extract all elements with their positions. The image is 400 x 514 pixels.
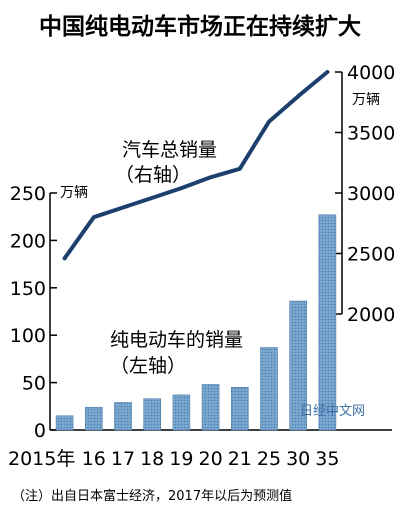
bar xyxy=(260,347,278,431)
x-tick-label: 18 xyxy=(140,448,164,470)
footnote: （注）出自日本富士经济，2017年以后为预测值 xyxy=(12,488,292,504)
bar xyxy=(231,387,249,431)
x-tick-label: 19 xyxy=(169,448,193,470)
right-tick-label: 2500 xyxy=(347,244,395,266)
x-tick-label: 17 xyxy=(111,448,135,470)
left-tick-label: 0 xyxy=(34,420,46,442)
labels: 汽车总销量 （右轴） 纯电动车的销量 （左轴） 日经中文网 xyxy=(110,139,365,419)
x-tick-label: 30 xyxy=(286,448,310,470)
bar xyxy=(85,406,103,431)
right-tick-label: 3500 xyxy=(347,123,395,145)
line-series-label-axis: （右轴） xyxy=(115,164,191,186)
right-tick-label: 4000 xyxy=(347,62,395,84)
left-tick-label: 50 xyxy=(22,373,46,395)
bar xyxy=(172,394,191,431)
watermark: 日经中文网 xyxy=(300,404,365,419)
x-tick-label: 25 xyxy=(257,448,281,470)
bar xyxy=(289,300,308,431)
axes: 0 50 100 150 200 250 万辆 2000 2500 3000 3500 4000 万辆 2… xyxy=(8,62,395,470)
x-tick-label: 35 xyxy=(315,448,339,470)
line-series xyxy=(62,70,330,261)
left-tick-label: 150 xyxy=(10,278,46,300)
bars xyxy=(55,214,337,431)
left-tick-label: 100 xyxy=(10,325,46,347)
bar xyxy=(114,402,132,431)
bar-series-label: 纯电动车的销量 xyxy=(110,329,243,351)
bar xyxy=(143,398,161,431)
right-tick-label: 3000 xyxy=(347,183,395,205)
left-tick-label: 250 xyxy=(10,183,46,205)
bar xyxy=(201,384,220,431)
right-tick-label: 2000 xyxy=(347,304,395,326)
x-tick-label: 2015年 xyxy=(8,448,75,470)
x-tick-label: 20 xyxy=(199,448,223,470)
x-tick-label: 16 xyxy=(82,448,106,470)
total-sales-line xyxy=(62,70,330,261)
chart-title: 中国纯电动车市场正在持续扩大 xyxy=(39,13,361,40)
x-tick-label: 21 xyxy=(228,448,252,470)
bar xyxy=(318,214,337,431)
line-series-label: 汽车总销量 xyxy=(122,139,217,161)
bar xyxy=(55,415,74,431)
left-axis-unit: 万辆 xyxy=(60,185,88,201)
left-tick-label: 200 xyxy=(10,230,46,252)
bar-series-label-axis: （左轴） xyxy=(110,355,186,377)
right-axis-unit: 万辆 xyxy=(352,92,380,108)
